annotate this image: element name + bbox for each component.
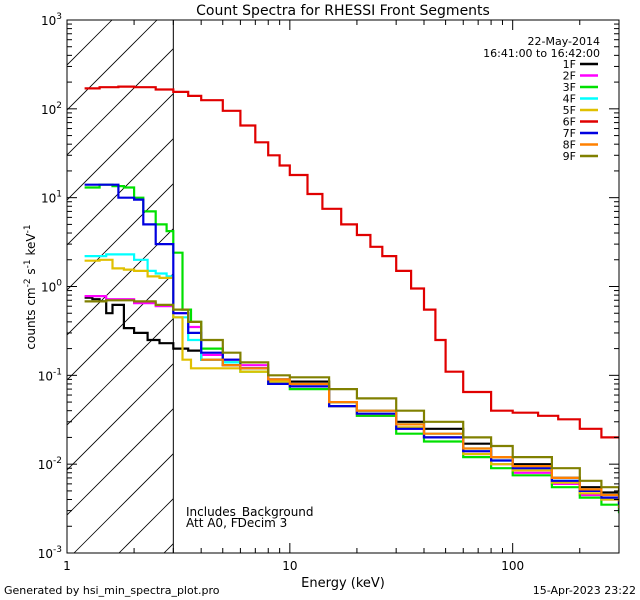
legend-label: 3F [563, 81, 576, 94]
legend-entry-2F: 2F [563, 70, 598, 83]
legend-entry-8F: 8F [563, 139, 598, 152]
hatch-line [73, 453, 174, 553]
legend-entry-4F: 4F [563, 93, 598, 106]
x-tick-labels: 1 10 100 [63, 559, 524, 573]
legend-label: 5F [563, 104, 576, 117]
legend-entry-3F: 3F [563, 81, 598, 94]
hatch-line [67, 273, 174, 381]
legend-entry-7F: 7F [563, 127, 598, 140]
hatch-line [67, 228, 174, 336]
y-tick-labels: 10-3 10-2 10-1 100 101 102 103 [38, 12, 63, 561]
legend-label: 2F [563, 70, 576, 83]
legend-label: 7F [563, 127, 576, 140]
series-layer [84, 85, 619, 514]
legend-label: 8F [563, 139, 576, 152]
x-tick-label: 1 [63, 559, 71, 573]
x-axis-label: Energy (keV) [301, 576, 385, 591]
hatch-line [67, 408, 174, 516]
svg-text:counts cm-2 s-1 keV-1: counts cm-2 s-1 keV-1 [23, 224, 38, 349]
series-2F [84, 295, 619, 511]
y-tick-label: 10-2 [38, 456, 62, 472]
footer-timestamp: 15-Apr-2023 23:22 [533, 584, 636, 597]
legend-label: 1F [563, 58, 576, 71]
legend-label: 6F [563, 116, 576, 129]
y-tick-label: 103 [41, 12, 62, 28]
series-6F [84, 85, 619, 439]
y-tick-label: 10-1 [38, 367, 62, 383]
legend: 22-May-2014 16:41:00 to 16:42:00 1F2F3F4… [483, 35, 600, 163]
annotation-attenuator: Att A0, FDecim 3 [186, 516, 287, 530]
legend-time-range: 16:41:00 to 16:42:00 [483, 47, 600, 60]
legend-label: 4F [563, 93, 576, 106]
hatch-line [67, 93, 174, 201]
annotation-background: Includes_Background [186, 505, 314, 519]
series-9F [84, 299, 619, 495]
legend-entry-9F: 9F [563, 150, 598, 163]
series-5F [84, 258, 619, 509]
x-tick-label: 100 [501, 559, 524, 573]
y-tick-label: 10-3 [38, 545, 62, 561]
axis-ticks [66, 19, 620, 554]
hatch-line [67, 48, 174, 156]
footer-generated-by: Generated by hsi_min_spectra_plot.pro [4, 584, 220, 597]
legend-date: 22-May-2014 [528, 35, 600, 48]
x-tick-label: 10 [282, 559, 297, 573]
annotations: Includes_Background Att A0, FDecim 3 [186, 505, 314, 530]
legend-label: 9F [563, 150, 576, 163]
y-axis-label: counts cm-2 s-1 keV-1 [23, 224, 38, 349]
y-tick-label: 100 [41, 279, 62, 295]
legend-entry-6F: 6F [563, 116, 598, 129]
y-tick-label: 101 [41, 190, 62, 206]
legend-entry-5F: 5F [563, 104, 598, 117]
y-tick-label: 102 [41, 101, 62, 117]
chart-title: Count Spectra for RHESSI Front Segments [196, 3, 490, 19]
legend-entry-1F: 1F [563, 58, 598, 71]
